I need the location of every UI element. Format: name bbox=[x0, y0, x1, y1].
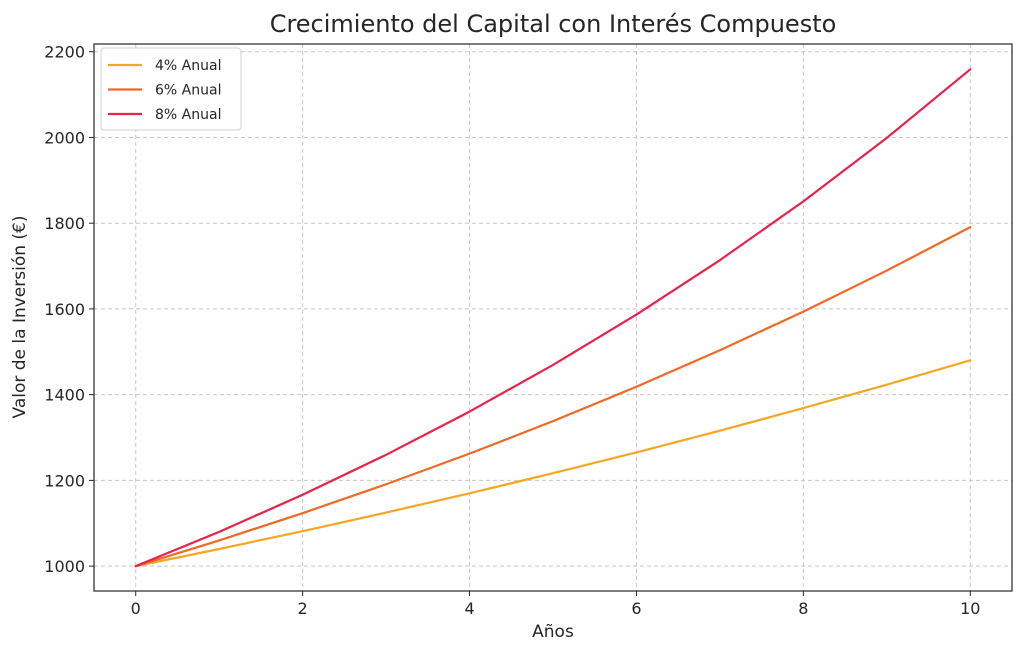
series-line-2 bbox=[134, 226, 972, 568]
y-tick-label: 1400 bbox=[44, 386, 85, 405]
axis-ticks: 0 2 4 6 8 10 1000 1200 1400 1600 1800 2000 2200 bbox=[44, 43, 980, 618]
legend-label-3: 8% Anual bbox=[155, 107, 221, 123]
y-tick-label: 1200 bbox=[44, 471, 85, 490]
x-tick-label: 4 bbox=[464, 599, 474, 618]
legend-label-1: 4% Anual bbox=[155, 58, 221, 74]
series-lines bbox=[134, 68, 972, 568]
y-tick-label: 1600 bbox=[44, 300, 85, 319]
series-line-1 bbox=[134, 359, 972, 568]
legend-box bbox=[100, 47, 242, 131]
legend-label-2: 6% Anual bbox=[155, 83, 221, 99]
y-tick-label: 2000 bbox=[44, 128, 85, 147]
grid bbox=[94, 44, 1012, 591]
legend: 4% Anual 6% Anual 8% Anual bbox=[100, 47, 242, 131]
y-axis-label: Valor de la Inversión (€) bbox=[10, 216, 30, 419]
x-tick-label: 6 bbox=[631, 599, 641, 618]
x-tick-label: 2 bbox=[298, 599, 308, 618]
plot-area-frame bbox=[93, 43, 1013, 592]
x-tick-label: 0 bbox=[131, 599, 141, 618]
x-tick-label: 10 bbox=[960, 599, 980, 618]
y-tick-label: 1800 bbox=[44, 214, 85, 233]
chart-title: Crecimiento del Capital con Interés Comp… bbox=[270, 10, 837, 38]
series-line-3 bbox=[134, 68, 972, 568]
x-axis-label: Años bbox=[532, 622, 574, 642]
y-tick-label: 1000 bbox=[44, 557, 85, 576]
y-tick-label: 2200 bbox=[44, 43, 85, 62]
x-tick-label: 8 bbox=[798, 599, 808, 618]
